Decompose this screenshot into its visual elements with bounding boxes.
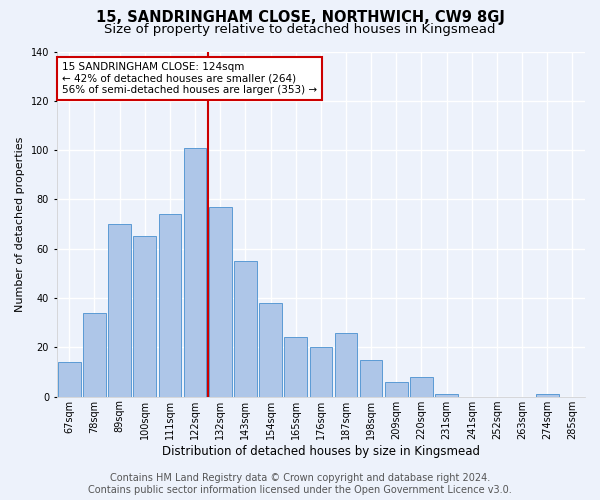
Bar [335,332,358,396]
Bar [536,394,559,396]
Bar [133,236,156,396]
X-axis label: Distribution of detached houses by size in Kingsmead: Distribution of detached houses by size … [162,444,480,458]
Bar [234,261,257,396]
Bar [284,338,307,396]
Text: Size of property relative to detached houses in Kingsmead: Size of property relative to detached ho… [104,22,496,36]
Bar [310,348,332,397]
Bar [58,362,80,396]
Bar [158,214,181,396]
Bar [108,224,131,396]
Bar [436,394,458,396]
Bar [83,313,106,396]
Y-axis label: Number of detached properties: Number of detached properties [15,136,25,312]
Bar [209,207,232,396]
Bar [259,303,282,396]
Bar [360,360,382,397]
Text: 15, SANDRINGHAM CLOSE, NORTHWICH, CW9 8GJ: 15, SANDRINGHAM CLOSE, NORTHWICH, CW9 8G… [95,10,505,25]
Bar [184,148,206,396]
Text: 15 SANDRINGHAM CLOSE: 124sqm
← 42% of detached houses are smaller (264)
56% of s: 15 SANDRINGHAM CLOSE: 124sqm ← 42% of de… [62,62,317,95]
Bar [385,382,407,396]
Text: Contains HM Land Registry data © Crown copyright and database right 2024.
Contai: Contains HM Land Registry data © Crown c… [88,474,512,495]
Bar [410,377,433,396]
